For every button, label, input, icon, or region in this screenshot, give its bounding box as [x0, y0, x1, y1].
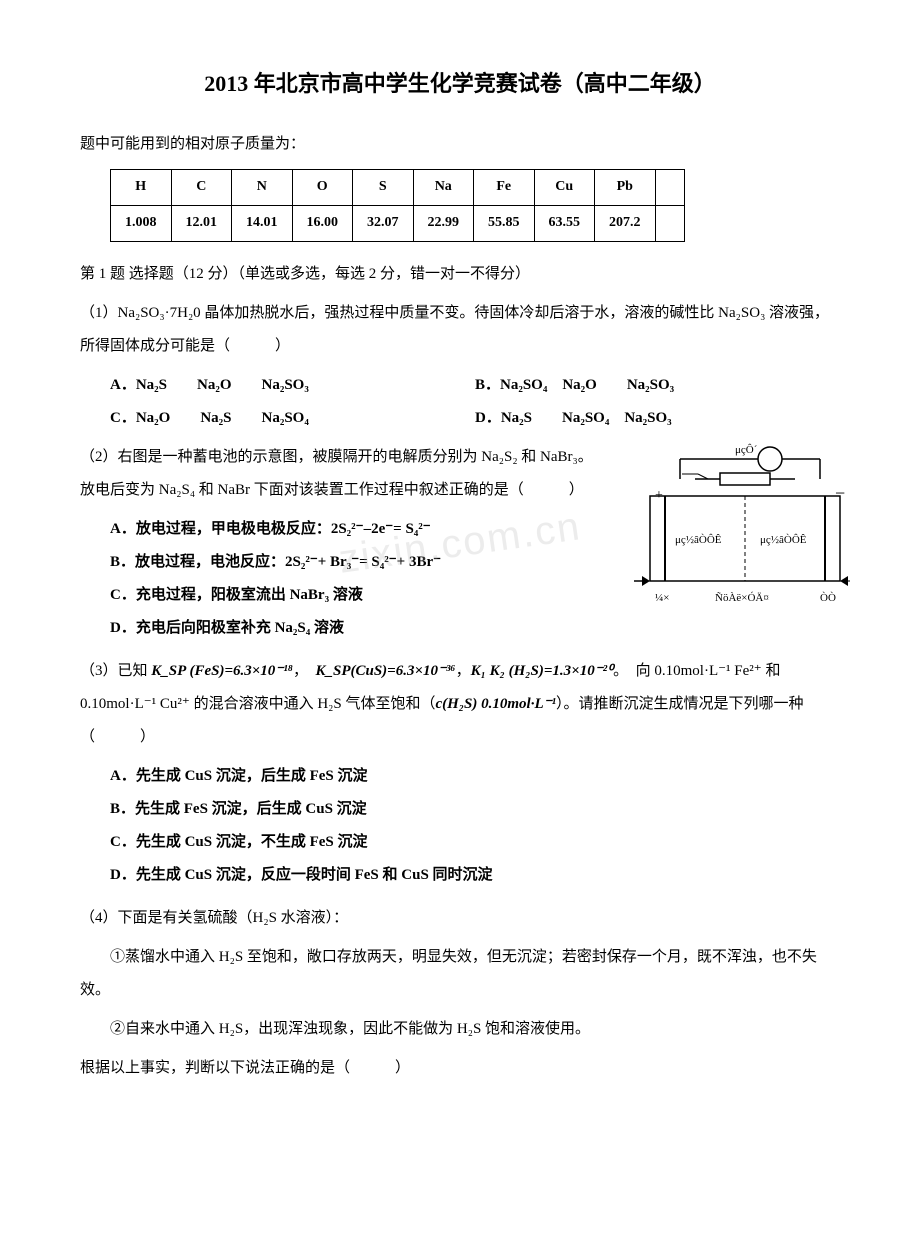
- table-cell: [655, 206, 684, 242]
- table-cell: 1.008: [111, 206, 172, 242]
- table-cell: 207.2: [595, 206, 656, 242]
- diagram-label-right: μç½âÒÔÊ: [760, 534, 807, 546]
- table-cell: [655, 170, 684, 206]
- option-b: B．放电过程，电池反应：2S₂²⁻+ Br₃⁻= S₄²⁻+ 3Br⁻: [110, 546, 600, 579]
- option-a: A．放电过程，甲电极电极反应：2S₂²⁻–2e⁻= S₄²⁻: [110, 513, 600, 546]
- option-c: C．Na₂O Na₂S Na₂SO₄: [110, 402, 475, 435]
- option-b: B．Na₂SO₄ Na₂O Na₂SO₃: [475, 369, 840, 402]
- option-a: A．Na₂S Na₂O Na₂SO₃: [110, 369, 475, 402]
- table-cell: N: [232, 170, 293, 206]
- table-cell: Cu: [534, 170, 595, 206]
- atomic-mass-table: H C N O S Na Fe Cu Pb 1.008 12.01 14.01 …: [110, 169, 685, 242]
- table-cell: O: [292, 170, 353, 206]
- options-group: A．Na₂S Na₂O Na₂SO₃ B．Na₂SO₄ Na₂O Na₂SO₃ …: [110, 369, 840, 435]
- table-cell: 16.00: [292, 206, 353, 242]
- table-cell: 63.55: [534, 206, 595, 242]
- option-d: D．充电后向阳极室补充 Na₂S₄ 溶液: [110, 612, 600, 645]
- table-cell: Fe: [474, 170, 535, 206]
- table-cell: 12.01: [171, 206, 232, 242]
- question-1-4-tail: 根据以上事实，判断以下说法正确的是（ ）: [80, 1052, 840, 1085]
- intro-text: 题中可能用到的相对原子质量为：: [80, 128, 840, 161]
- table-cell: 22.99: [413, 206, 474, 242]
- question-1-4-sub2: ②自来水中通入 H₂S，出现浑浊现象，因此不能做为 H₂S 饱和溶液使用。: [80, 1013, 840, 1046]
- table-cell: 32.07: [353, 206, 414, 242]
- question-1-1: （1）Na₂SO₃·7H₂0 晶体加热脱水后，强热过程中质量不变。待固体冷却后溶…: [80, 297, 840, 363]
- page-title: 2013 年北京市高中学生化学竞赛试卷（高中二年级）: [80, 60, 840, 108]
- table-cell: C: [171, 170, 232, 206]
- battery-diagram: + − μç½âÒÔÊ μç½âÒÔÊ μçÔ´ ¼× ÑöÀë×ÓÄ¤ ÒÒ: [620, 441, 850, 611]
- table-cell: Pb: [595, 170, 656, 206]
- diagram-label-br: ÒÒ: [820, 592, 836, 604]
- option-c: C．先生成 CuS 沉淀，不生成 FeS 沉淀: [110, 826, 840, 859]
- diagram-label-top: μçÔ´: [735, 444, 758, 456]
- table-row: 1.008 12.01 14.01 16.00 32.07 22.99 55.8…: [111, 206, 685, 242]
- option-d: D．Na₂S Na₂SO₄ Na₂SO₃: [475, 402, 840, 435]
- option-b: B．先生成 FeS 沉淀，后生成 CuS 沉淀: [110, 793, 840, 826]
- table-cell: 55.85: [474, 206, 535, 242]
- question-1-header: 第 1 题 选择题（12 分）（单选或多选，每选 2 分，错一对一不得分）: [80, 258, 840, 291]
- table-cell: S: [353, 170, 414, 206]
- option-a: A．先生成 CuS 沉淀，后生成 FeS 沉淀: [110, 760, 840, 793]
- diagram-label-bl: ¼×: [655, 592, 669, 604]
- table-row: H C N O S Na Fe Cu Pb: [111, 170, 685, 206]
- table-cell: 14.01: [232, 206, 293, 242]
- table-cell: H: [111, 170, 172, 206]
- table-cell: Na: [413, 170, 474, 206]
- diagram-label-bm: ÑöÀë×ÓÄ¤: [715, 592, 769, 604]
- option-c: C．充电过程，阳极室流出 NaBr₃ 溶液: [110, 579, 600, 612]
- question-1-4-sub1: ①蒸馏水中通入 H₂S 至饱和，敞口存放两天，明显失效，但无沉淀；若密封保存一个…: [80, 941, 840, 1007]
- diagram-label-left: μç½âÒÔÊ: [675, 534, 722, 546]
- question-1-3: （3）已知 K_SP (FeS)=6.3×10⁻¹⁸， K_SP(CuS)=6.…: [80, 655, 840, 754]
- question-1-4: （4）下面是有关氢硫酸（H₂S 水溶液）：: [80, 902, 840, 935]
- option-d: D．先生成 CuS 沉淀，反应一段时间 FeS 和 CuS 同时沉淀: [110, 859, 840, 892]
